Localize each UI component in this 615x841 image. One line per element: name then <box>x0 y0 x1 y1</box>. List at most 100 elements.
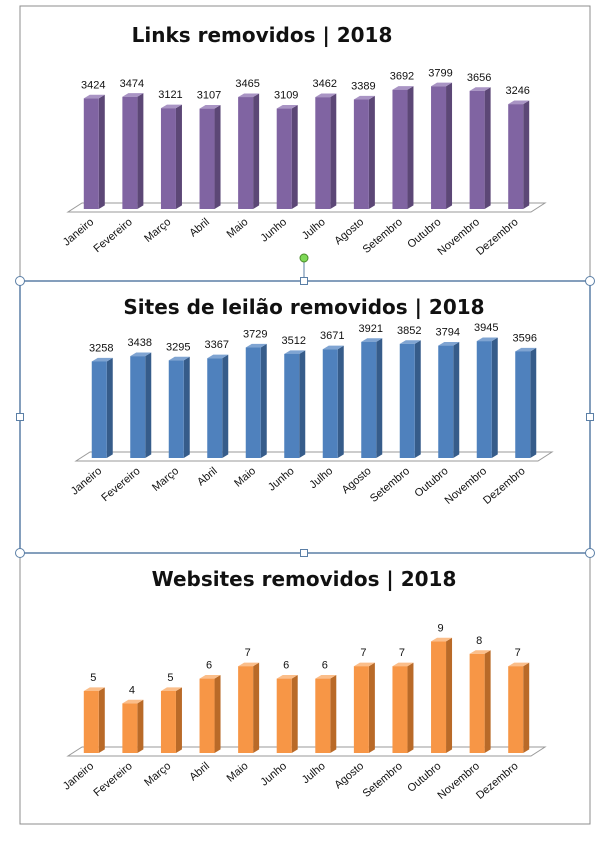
bar-front <box>361 341 377 458</box>
bar-side <box>253 662 260 753</box>
bar[interactable] <box>199 105 221 209</box>
bar[interactable] <box>130 352 152 458</box>
bar[interactable] <box>392 662 414 753</box>
bar-side <box>214 675 221 753</box>
bar-front <box>392 89 408 209</box>
bar[interactable] <box>83 94 105 209</box>
chart-selection-frame[interactable] <box>15 253 595 558</box>
data-label: 3389 <box>351 81 375 93</box>
bar[interactable] <box>238 93 260 209</box>
bar-front <box>122 703 138 753</box>
side-resize-handle[interactable] <box>16 413 24 421</box>
bar-top <box>438 341 460 346</box>
bar[interactable] <box>476 337 498 458</box>
data-label: 7 <box>399 647 405 659</box>
bar-top <box>353 95 375 100</box>
bar-top <box>238 662 260 667</box>
bar[interactable] <box>315 675 337 753</box>
bar[interactable] <box>353 95 375 209</box>
bar-side <box>523 100 530 209</box>
bar-top <box>431 82 453 87</box>
bar-top <box>361 338 383 342</box>
bar-top <box>322 345 344 350</box>
bar[interactable] <box>508 662 530 753</box>
bar[interactable] <box>438 341 460 458</box>
bar[interactable] <box>322 345 344 458</box>
side-resize-handle[interactable] <box>300 277 308 285</box>
bar-top <box>83 94 105 99</box>
corner-resize-handle[interactable] <box>15 276 25 286</box>
bar-front <box>284 353 300 458</box>
data-label: 5 <box>167 672 173 684</box>
bar[interactable] <box>245 343 267 458</box>
bar[interactable] <box>122 699 144 753</box>
data-label: 7 <box>515 647 521 659</box>
bar[interactable] <box>315 93 337 209</box>
chart-floor <box>66 202 547 213</box>
bar-front <box>315 678 331 753</box>
bar-side <box>175 687 182 753</box>
bar-front <box>392 666 408 753</box>
bar[interactable] <box>207 354 229 458</box>
side-resize-handle[interactable] <box>300 549 308 557</box>
bar-front <box>122 96 138 209</box>
bar-side <box>484 650 491 753</box>
bar[interactable] <box>91 357 113 458</box>
bar[interactable] <box>284 350 306 458</box>
bar[interactable] <box>83 687 105 753</box>
bar-front <box>431 641 447 753</box>
data-label: 3794 <box>436 327 460 339</box>
bar[interactable] <box>431 82 453 209</box>
bar[interactable] <box>168 356 190 458</box>
bar-top <box>353 662 375 667</box>
bar-top <box>83 687 105 691</box>
bar-top <box>91 357 113 362</box>
data-label: 3246 <box>505 85 529 97</box>
bar-side <box>106 357 113 458</box>
bar[interactable] <box>238 662 260 753</box>
bar-front <box>168 360 184 458</box>
bar[interactable] <box>508 100 530 209</box>
bar[interactable] <box>353 662 375 753</box>
bar-front <box>508 666 524 753</box>
bar[interactable] <box>469 87 491 209</box>
bar[interactable] <box>399 340 421 458</box>
bar[interactable] <box>160 687 182 753</box>
corner-resize-handle[interactable] <box>585 548 595 558</box>
data-label: 6 <box>206 660 212 672</box>
data-label: 3596 <box>513 332 537 344</box>
data-label: 3671 <box>320 330 344 342</box>
bar-front <box>508 104 524 209</box>
bar-top <box>207 354 229 359</box>
corner-resize-handle[interactable] <box>585 276 595 286</box>
bar[interactable] <box>515 347 537 458</box>
bar-side <box>183 356 190 458</box>
bar[interactable] <box>122 93 144 209</box>
bar[interactable] <box>361 338 383 458</box>
bar[interactable] <box>469 650 491 753</box>
bar-top <box>431 637 453 642</box>
bar-side <box>253 93 260 209</box>
corner-resize-handle[interactable] <box>15 548 25 558</box>
bar[interactable] <box>160 104 182 209</box>
side-resize-handle[interactable] <box>586 413 594 421</box>
bar[interactable] <box>431 637 453 753</box>
bar[interactable] <box>276 104 298 209</box>
data-label: 3424 <box>81 79 105 91</box>
data-label: 8 <box>476 635 482 647</box>
websites-chart[interactable]: Websites removidos | 2018 5Janeiro4Fever… <box>61 567 547 802</box>
links-chart[interactable]: Links removidos | 2018 3424Janeiro3474Fe… <box>61 23 547 258</box>
bar-front <box>83 691 99 753</box>
data-label: 3295 <box>166 341 190 353</box>
rotation-handle[interactable] <box>299 253 309 263</box>
data-label: 3465 <box>235 78 259 90</box>
bar[interactable] <box>392 86 414 209</box>
bar-front <box>276 678 292 753</box>
bar[interactable] <box>276 675 298 753</box>
bar-side <box>491 337 498 458</box>
bar-side <box>453 341 460 458</box>
bar[interactable] <box>199 675 221 753</box>
bar-top <box>122 699 144 704</box>
bar-side <box>214 105 221 209</box>
